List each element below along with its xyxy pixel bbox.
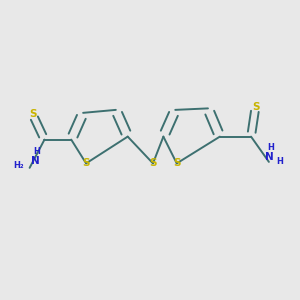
Text: H: H xyxy=(34,147,40,156)
Text: S: S xyxy=(149,158,157,168)
Text: N: N xyxy=(265,152,274,162)
Text: H₂: H₂ xyxy=(13,161,24,170)
Text: S: S xyxy=(252,102,259,112)
Text: H: H xyxy=(276,157,283,166)
Text: H: H xyxy=(267,143,274,152)
Text: N: N xyxy=(31,156,39,166)
Text: S: S xyxy=(82,158,90,168)
Text: S: S xyxy=(173,158,181,168)
Text: S: S xyxy=(29,109,36,119)
